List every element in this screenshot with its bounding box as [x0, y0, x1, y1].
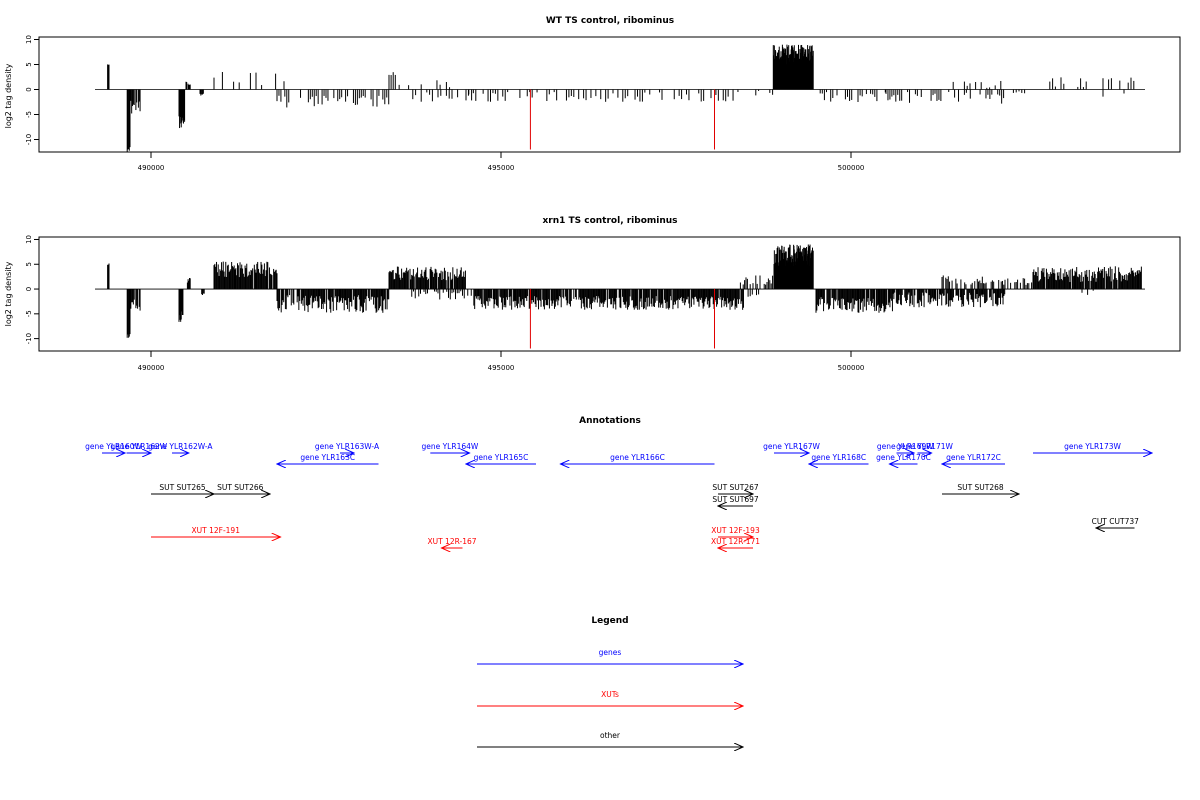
feature-label: gene YLR160W: [85, 442, 142, 451]
feature-label: SUT SUT697: [712, 495, 759, 504]
wt-density-panel: WT TS control, ribominus log2 tag densit…: [4, 16, 1181, 172]
legend-label: XUTs: [601, 690, 619, 699]
feature-label: XUT 12F-193: [711, 526, 760, 535]
feature-label: gene YLR163W-A: [315, 442, 380, 451]
legend-title: Legend: [591, 616, 628, 626]
feature-label: gene YLR164W: [421, 442, 478, 451]
feature-label: SUT SUT268: [957, 483, 1004, 492]
legend-items: genes XUTs other: [477, 648, 743, 747]
x-tick-label: 495000: [488, 164, 515, 172]
feature-label: gene YLR168C: [811, 453, 866, 462]
y-tick-label: 0: [25, 287, 33, 291]
xrn1-bars: [95, 244, 1145, 338]
legend-label: genes: [599, 648, 622, 657]
y-tick-label: 0: [25, 87, 33, 91]
y-tick-label: 10: [25, 35, 33, 44]
wt-y-ticks: 10 5 0 -5 -10: [25, 35, 39, 145]
y-tick-label: -5: [25, 111, 33, 118]
wt-y-axis-label: log2 tag density: [4, 63, 13, 128]
x-tick-label: 500000: [838, 164, 865, 172]
feature-label: SUT SUT266: [217, 483, 264, 492]
wt-x-ticks: 490000 495000 500000: [138, 152, 865, 172]
legend-label: other: [600, 731, 621, 740]
xrn1-y-axis-label: log2 tag density: [4, 261, 13, 326]
y-tick-label: 10: [25, 235, 33, 244]
x-tick-label: 490000: [138, 364, 165, 372]
y-tick-label: -10: [25, 134, 33, 145]
xrn1-density-panel: xrn1 TS control, ribominus log2 tag dens…: [4, 216, 1181, 372]
feature-label: gene YLR166C: [610, 453, 665, 462]
feature-label: gene YLR172C: [946, 453, 1001, 462]
x-tick-label: 490000: [138, 164, 165, 172]
y-tick-label: 5: [25, 62, 33, 66]
wt-red-markers: [529, 89, 715, 150]
feature-label: gene YLR167W: [763, 442, 820, 451]
feature-label: XUT 12R-171: [711, 537, 760, 546]
x-tick-label: 500000: [838, 364, 865, 372]
annotations-title: Annotations: [579, 416, 641, 426]
y-tick-label: -10: [25, 333, 33, 344]
feature-label: gene YLR169W: [877, 442, 934, 451]
feature-label: gene YLR163C: [300, 453, 355, 462]
xrn1-y-ticks: 10 5 0 -5 -10: [25, 235, 39, 344]
xrn1-red-markers: [529, 289, 715, 349]
legend: Legend genes XUTs other: [477, 616, 743, 747]
feature-label: gene YLR173W: [1064, 442, 1121, 451]
feature-label: gene YLR171W: [896, 442, 953, 451]
wt-bars: [95, 44, 1145, 152]
feature-label: SUT SUT265: [159, 483, 206, 492]
feature-label: CUT CUT737: [1092, 517, 1140, 526]
y-tick-label: 5: [25, 262, 33, 266]
feature-label: gene YLR170C: [876, 453, 931, 462]
feature-label: XUT 12F-191: [192, 526, 241, 535]
feature-label: gene YLR165C: [474, 453, 529, 462]
feature-label: XUT 12R-167: [427, 537, 476, 546]
feature-label: gene YLR162W: [110, 442, 167, 451]
y-tick-label: -5: [25, 310, 33, 317]
feature-label: SUT SUT267: [712, 483, 759, 492]
xrn1-x-ticks: 490000 495000 500000: [138, 351, 865, 372]
xrn1-panel-title: xrn1 TS control, ribominus: [542, 216, 677, 226]
x-tick-label: 495000: [488, 364, 515, 372]
wt-plot-frame: [38, 36, 1181, 153]
wt-panel-title: WT TS control, ribominus: [546, 16, 674, 26]
feature-label: gene YLR162W-A: [148, 442, 213, 451]
